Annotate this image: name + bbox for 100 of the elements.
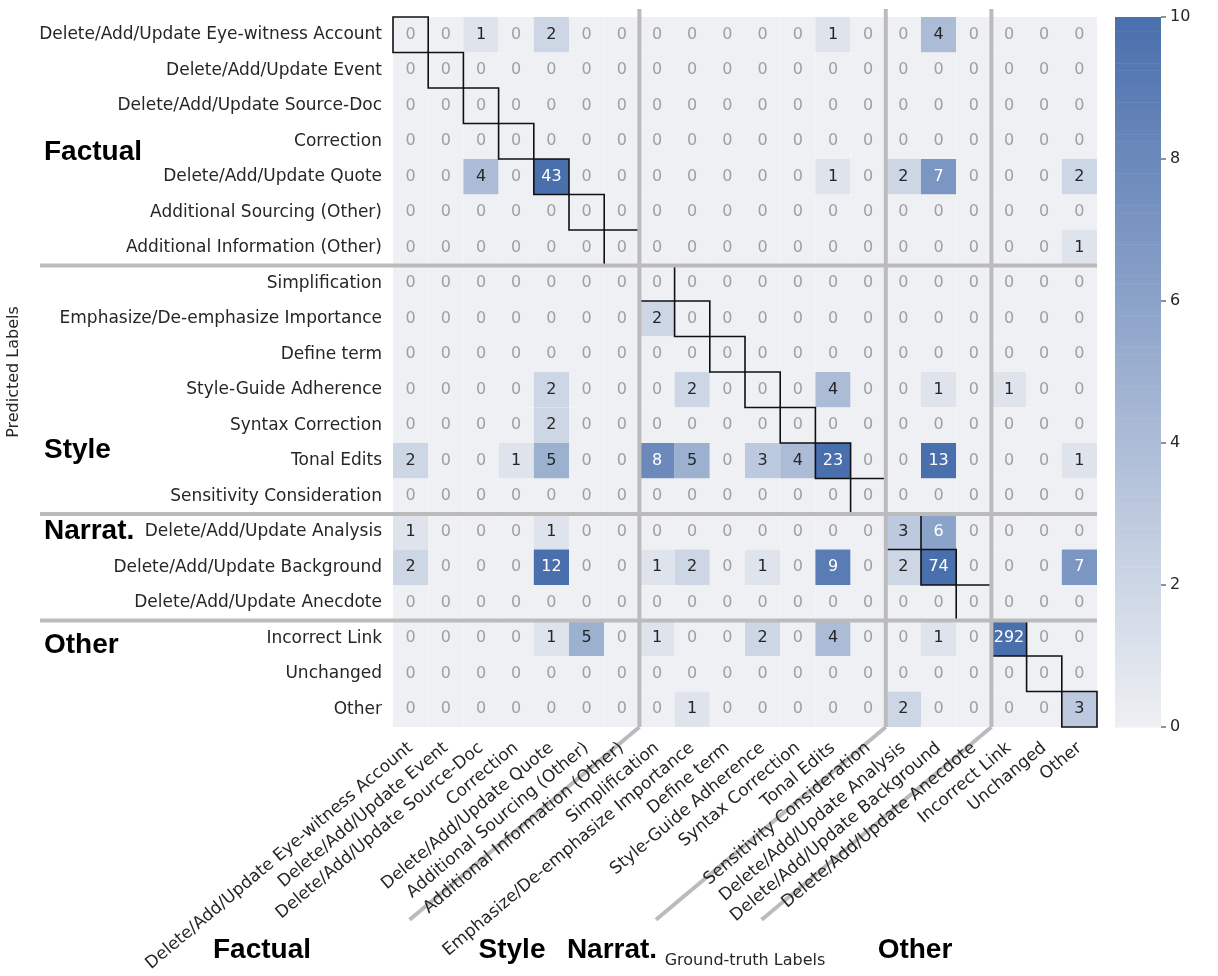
data-label: 0 <box>722 556 733 576</box>
data-label: 0 <box>1039 627 1050 647</box>
data-label: 0 <box>722 414 733 434</box>
data-label: 0 <box>440 485 451 505</box>
y-tick-label: Delete/Add/Update Source-Doc <box>117 94 382 115</box>
data-label: 0 <box>616 378 627 398</box>
data-label: 0 <box>863 59 874 79</box>
data-label: 0 <box>651 378 663 398</box>
data-label: 0 <box>792 662 803 682</box>
data-label: 0 <box>511 343 522 363</box>
y-tick-label: Define term <box>280 342 382 363</box>
data-label: 0 <box>722 520 733 540</box>
y-tick-label: Other <box>333 697 382 718</box>
data-label: 0 <box>1003 130 1015 150</box>
data-label: 0 <box>933 272 944 292</box>
data-label: 0 <box>546 662 557 682</box>
data-label: 0 <box>616 449 627 469</box>
data-label: 0 <box>687 627 698 647</box>
data-label: 0 <box>440 130 451 150</box>
data-label: 0 <box>511 414 522 434</box>
data-label: 0 <box>651 485 663 505</box>
data-label: 0 <box>581 201 592 221</box>
data-label: 0 <box>792 591 803 611</box>
data-label: 0 <box>687 165 698 185</box>
data-label: 0 <box>440 556 451 576</box>
data-label: 0 <box>651 272 663 292</box>
color-bar-label: 2 <box>1170 574 1181 594</box>
data-label: 0 <box>651 236 663 256</box>
data-label: 0 <box>722 94 733 114</box>
data-label: 0 <box>1039 201 1050 221</box>
data-label: 0 <box>898 94 909 114</box>
data-label: 0 <box>651 94 663 114</box>
data-label: 0 <box>1074 343 1085 363</box>
data-label: 13 <box>928 449 949 469</box>
data-label: 0 <box>792 236 803 256</box>
data-label: 0 <box>968 130 979 150</box>
data-label: 1 <box>827 23 839 43</box>
data-label: 0 <box>581 662 592 682</box>
y-tick-label: Delete/Add/Update Eye-witness Account <box>39 23 383 44</box>
data-label: 2 <box>898 556 909 576</box>
data-label: 0 <box>616 662 627 682</box>
data-label: 0 <box>827 485 839 505</box>
data-label: 0 <box>968 485 979 505</box>
data-label: 0 <box>651 662 663 682</box>
data-label: 0 <box>1003 343 1015 363</box>
data-label: 0 <box>792 414 803 434</box>
data-label: 0 <box>475 378 487 398</box>
y-tick-label: Correction <box>294 129 382 150</box>
data-label: 0 <box>863 236 874 256</box>
data-label: 0 <box>405 23 416 43</box>
text: Narrat. <box>44 514 135 546</box>
data-label: 0 <box>511 272 522 292</box>
data-label: 0 <box>440 165 451 185</box>
data-label: 0 <box>651 59 663 79</box>
data-label: 5 <box>581 627 592 647</box>
data-label: 0 <box>1003 272 1015 292</box>
data-label: 0 <box>1039 556 1050 576</box>
data-label: 0 <box>475 414 487 434</box>
data-label: 0 <box>863 662 874 682</box>
data-label: 0 <box>616 485 627 505</box>
data-label: 0 <box>792 485 803 505</box>
data-label: 2 <box>405 449 416 469</box>
data-label: 0 <box>1039 485 1050 505</box>
data-label: 0 <box>722 627 733 647</box>
data-label: 0 <box>1039 94 1050 114</box>
color-bar-label: 0 <box>1170 716 1181 736</box>
text: Factual <box>44 134 143 166</box>
data-label: 2 <box>687 378 698 398</box>
data-label: 1 <box>405 520 416 540</box>
data-label: 0 <box>651 23 663 43</box>
y-tick-label: Additional Information (Other) <box>125 236 382 257</box>
data-label: 0 <box>898 272 909 292</box>
data-label: 0 <box>757 485 768 505</box>
data-label: 0 <box>1039 59 1050 79</box>
data-label: 0 <box>792 201 803 221</box>
color-bar-label: 8 <box>1170 148 1181 168</box>
data-label: 0 <box>863 23 874 43</box>
data-label: 0 <box>440 449 451 469</box>
data-label: 0 <box>968 627 979 647</box>
data-label: 0 <box>405 201 416 221</box>
data-label: 0 <box>616 165 627 185</box>
data-label: 0 <box>757 23 768 43</box>
data-label: 0 <box>511 59 522 79</box>
data-label: 0 <box>651 343 663 363</box>
data-label: 0 <box>1039 307 1050 327</box>
data-label: 0 <box>968 59 979 79</box>
data-label: 0 <box>475 59 487 79</box>
data-label: 0 <box>1039 23 1050 43</box>
data-label: 0 <box>405 627 416 647</box>
data-label: 0 <box>651 520 663 540</box>
data-label: 0 <box>722 662 733 682</box>
data-label: 0 <box>1074 662 1085 682</box>
data-label: 0 <box>1003 556 1015 576</box>
data-label: 0 <box>827 59 839 79</box>
data-label: 0 <box>792 130 803 150</box>
data-label: 0 <box>511 556 522 576</box>
data-label: 0 <box>581 236 592 256</box>
data-label: 0 <box>1074 130 1085 150</box>
data-label: 0 <box>1074 272 1085 292</box>
data-label: 0 <box>1074 59 1085 79</box>
